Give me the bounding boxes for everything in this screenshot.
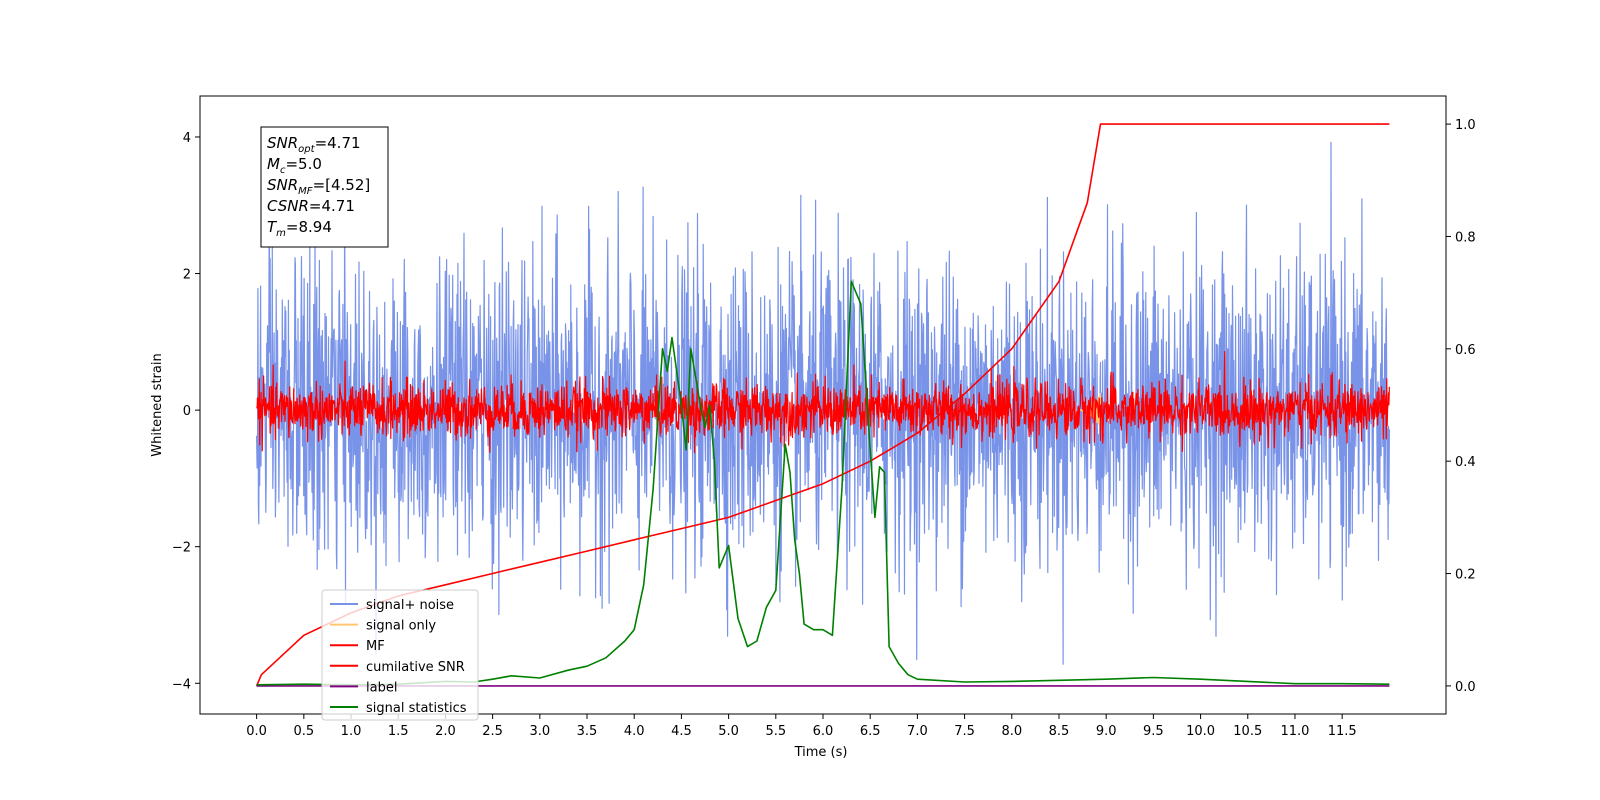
- annotation-line: SNRopt=4.71: [267, 134, 361, 155]
- annotation-frame: [260, 126, 389, 248]
- legend-label: signal only: [366, 619, 436, 634]
- x-tick-label: 6.0: [813, 724, 834, 739]
- y2-tick-label: 1.0: [1455, 118, 1476, 133]
- x-tick-label: 2.5: [482, 724, 503, 739]
- x-tick-label: 7.0: [907, 724, 928, 739]
- y-axis: 4 2 0 −2 −4: [172, 131, 200, 692]
- x-tick-label: 7.5: [954, 724, 975, 739]
- legend-frame: [321, 589, 479, 721]
- annotation-line: Mc=5.0: [267, 155, 322, 176]
- x-tick-label: 3.0: [529, 724, 550, 739]
- x-tick-label: 8.5: [1049, 724, 1070, 739]
- y2-axis: 1.0 0.8 0.6 0.4 0.2 0.0: [1446, 118, 1476, 695]
- y2-tick-label: 0.4: [1455, 455, 1476, 470]
- x-tick-label: 10.0: [1186, 724, 1215, 739]
- y2-tick-label: 0.8: [1455, 230, 1476, 245]
- x-tick-label: 0.0: [246, 724, 267, 739]
- x-tick-label: 9.5: [1143, 724, 1164, 739]
- y-tick-label: 2: [183, 268, 191, 283]
- y2-tick-label: 0.6: [1455, 343, 1476, 358]
- series-line-mf: [256, 351, 1390, 454]
- annotation-line: Tm=8.94: [267, 218, 332, 239]
- legend-label: label: [366, 680, 397, 695]
- x-tick-label: 5.5: [765, 724, 786, 739]
- x-tick-label: 1.0: [341, 724, 362, 739]
- x-tick-label: 9.0: [1096, 724, 1117, 739]
- legend-label: signal+ noise: [366, 598, 454, 613]
- y2-tick-label: 0.0: [1455, 680, 1476, 695]
- x-tick-label: 4.0: [624, 724, 645, 739]
- y-tick-label: 4: [183, 131, 191, 146]
- series-line-signal-noise: [256, 141, 1390, 665]
- y2-tick-label: 0.2: [1455, 568, 1476, 583]
- y-tick-label: −2: [172, 541, 191, 556]
- x-tick-label: 5.0: [718, 724, 739, 739]
- y-tick-label: 0: [183, 404, 191, 419]
- x-tick-label: 4.5: [671, 724, 692, 739]
- x-tick-label: 2.0: [435, 724, 456, 739]
- legend-label: signal statistics: [366, 701, 467, 716]
- legend-label: cumilative SNR: [366, 660, 465, 675]
- legend: signal+ noise signal only MF cumilative SNR…: [321, 589, 479, 721]
- series-line-signal-statistics: [256, 280, 1390, 686]
- x-tick-label: 8.0: [1001, 724, 1022, 739]
- x-tick-label: 10.5: [1233, 724, 1262, 739]
- y-axis-title: Whitened strain: [150, 353, 165, 456]
- x-tick-label: 11.0: [1280, 724, 1309, 739]
- y-tick-label: −4: [172, 677, 191, 692]
- legend-label: MF: [366, 639, 385, 654]
- annotation-line: CSNR=4.71: [267, 197, 355, 215]
- x-tick-label: 0.5: [293, 724, 314, 739]
- x-tick-label: 1.5: [388, 724, 409, 739]
- x-tick-label: 11.5: [1328, 724, 1357, 739]
- annotation-line: SNRMF=[4.52]: [267, 176, 370, 197]
- x-axis-title: Time (s): [794, 745, 848, 760]
- x-axis: 0.0 0.5 1.0 1.5 2.0 2.5 3.0 3.5 4.0 4.5 5.0 5.5 6.0 6…: [246, 714, 1357, 739]
- x-tick-label: 6.5: [860, 724, 881, 739]
- x-tick-label: 3.5: [577, 724, 598, 739]
